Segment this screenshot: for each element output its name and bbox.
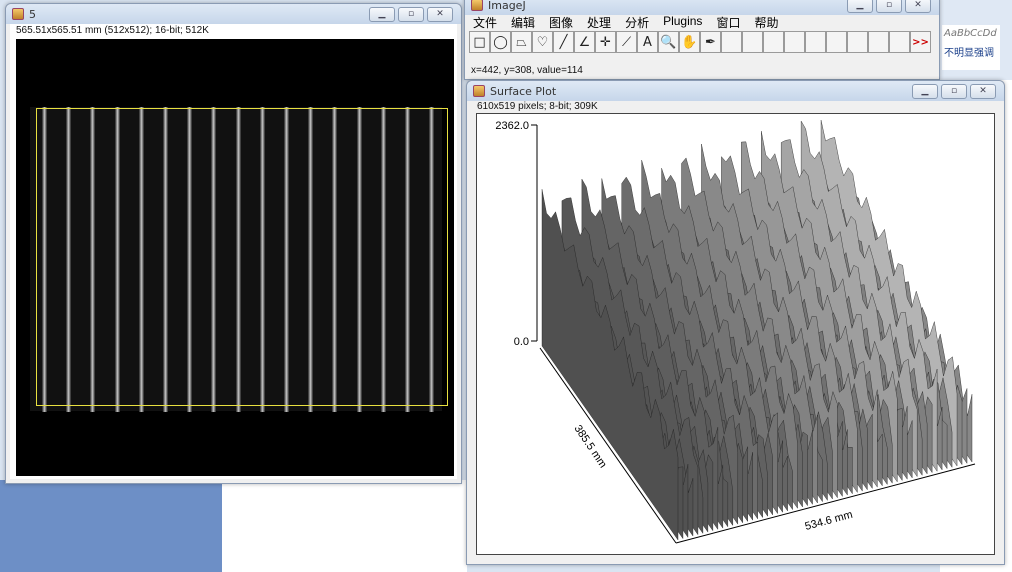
x-axis-label: 534.6 mm <box>804 509 854 533</box>
image-info: 565.51x565.51 mm (512x512); 16-bit; 512K <box>16 25 209 36</box>
stripe <box>114 107 120 412</box>
roi-rectangle[interactable] <box>36 108 448 406</box>
stripe <box>332 107 338 412</box>
imagej-window: ImageJ ▁ ▫ ✕ 文件 编辑 图像 处理 分析 Plugins 窗口 帮助 □ ◯ ⏢ ♡ ╱ ∠ ✛… <box>464 0 940 80</box>
menu-item[interactable]: Plugins <box>663 14 703 28</box>
stripe <box>138 107 144 412</box>
imagej-icon <box>473 85 485 97</box>
document-page <box>222 480 467 572</box>
empty-tool-slot[interactable] <box>847 31 868 53</box>
surface-ridge <box>541 189 679 541</box>
maximize-button[interactable]: ▫ <box>398 7 424 22</box>
window-title: Surface Plot <box>490 84 557 98</box>
plot-info: 610x519 pixels; 8-bit; 309K <box>477 101 598 112</box>
stripe <box>284 107 289 412</box>
stripe <box>42 107 47 412</box>
maximize-button[interactable]: ▫ <box>876 0 902 13</box>
empty-tool-slot[interactable] <box>742 31 763 53</box>
image-window: 5 ▁ ▫ ✕ 565.51x565.51 mm (512x512); 16-bit… <box>5 3 462 484</box>
menu-bar: 文件 编辑 图像 处理 分析 Plugins 窗口 帮助 <box>473 14 778 31</box>
z-max-label: 2362.0 <box>495 120 529 132</box>
empty-tool-slot[interactable] <box>826 31 847 53</box>
close-button[interactable]: ✕ <box>970 84 996 99</box>
wand-icon[interactable]: ⟋ <box>616 31 637 53</box>
image-canvas[interactable] <box>16 39 454 476</box>
style-name: 不明显强调 <box>944 48 994 59</box>
hand-icon[interactable]: ✋ <box>679 31 700 53</box>
word-style-gallery[interactable]: AaBbCcDd 不明显强调 <box>942 25 1000 70</box>
oval-icon[interactable]: ◯ <box>490 31 511 53</box>
z-min-label: 0.0 <box>514 336 529 348</box>
point-icon[interactable]: ✛ <box>595 31 616 53</box>
minimize-button[interactable]: ▁ <box>912 84 938 99</box>
y-axis <box>539 347 677 544</box>
stripe <box>66 107 72 412</box>
line-icon[interactable]: ╱ <box>553 31 574 53</box>
status-bar: x=442, y=308, value=114 <box>471 65 583 76</box>
close-button[interactable]: ✕ <box>905 0 931 13</box>
freehand-icon[interactable]: ♡ <box>532 31 553 53</box>
stripe <box>356 107 362 412</box>
stripe <box>405 107 410 412</box>
rectangle-icon[interactable]: □ <box>469 31 490 53</box>
stripe <box>259 107 265 412</box>
x-axis <box>675 463 976 544</box>
more-tools-button[interactable]: >> <box>910 31 931 53</box>
style-sample: AaBbCcDd <box>944 28 997 39</box>
title-bar[interactable]: ImageJ ▁ ▫ ✕ <box>465 0 939 15</box>
imagej-icon <box>12 8 24 20</box>
dropper-icon[interactable]: ✒ <box>700 31 721 53</box>
maximize-button[interactable]: ▫ <box>941 84 967 99</box>
menu-item[interactable]: 图像 <box>549 16 574 30</box>
stripe <box>187 107 193 412</box>
stripe <box>429 107 435 412</box>
minimize-button[interactable]: ▁ <box>847 0 873 13</box>
menu-item[interactable]: 编辑 <box>511 16 536 30</box>
menu-item[interactable]: 分析 <box>625 16 650 30</box>
toolbar: □ ◯ ⏢ ♡ ╱ ∠ ✛ ⟋ A 🔍 ✋ ✒ >> <box>469 31 931 53</box>
close-button[interactable]: ✕ <box>427 7 453 22</box>
empty-tool-slot[interactable] <box>721 31 742 53</box>
window-title: 5 <box>29 7 36 21</box>
menu-item[interactable]: 帮助 <box>754 16 779 30</box>
empty-tool-slot[interactable] <box>784 31 805 53</box>
imagej-icon <box>471 0 483 11</box>
polygon-icon[interactable]: ⏢ <box>511 31 532 53</box>
menu-item[interactable]: 文件 <box>473 16 498 30</box>
angle-icon[interactable]: ∠ <box>574 31 595 53</box>
magnifier-icon[interactable]: 🔍 <box>658 31 679 53</box>
menu-item[interactable]: 窗口 <box>716 16 741 30</box>
empty-tool-slot[interactable] <box>868 31 889 53</box>
window-title: ImageJ <box>488 0 526 12</box>
minimize-button[interactable]: ▁ <box>369 7 395 22</box>
title-bar[interactable]: 5 ▁ ▫ ✕ <box>6 4 461 24</box>
stripe <box>235 107 241 412</box>
stripe <box>308 107 314 412</box>
desktop-background <box>0 480 222 572</box>
empty-tool-slot[interactable] <box>763 31 784 53</box>
stripe <box>380 107 386 412</box>
text-icon[interactable]: A <box>637 31 658 53</box>
stripe <box>211 107 217 412</box>
empty-tool-slot[interactable] <box>805 31 826 53</box>
stripe <box>163 107 168 412</box>
title-bar[interactable]: Surface Plot ▁ ▫ ✕ <box>467 81 1004 101</box>
menu-item[interactable]: 处理 <box>587 16 612 30</box>
stripe <box>90 107 96 412</box>
empty-tool-slot[interactable] <box>889 31 910 53</box>
